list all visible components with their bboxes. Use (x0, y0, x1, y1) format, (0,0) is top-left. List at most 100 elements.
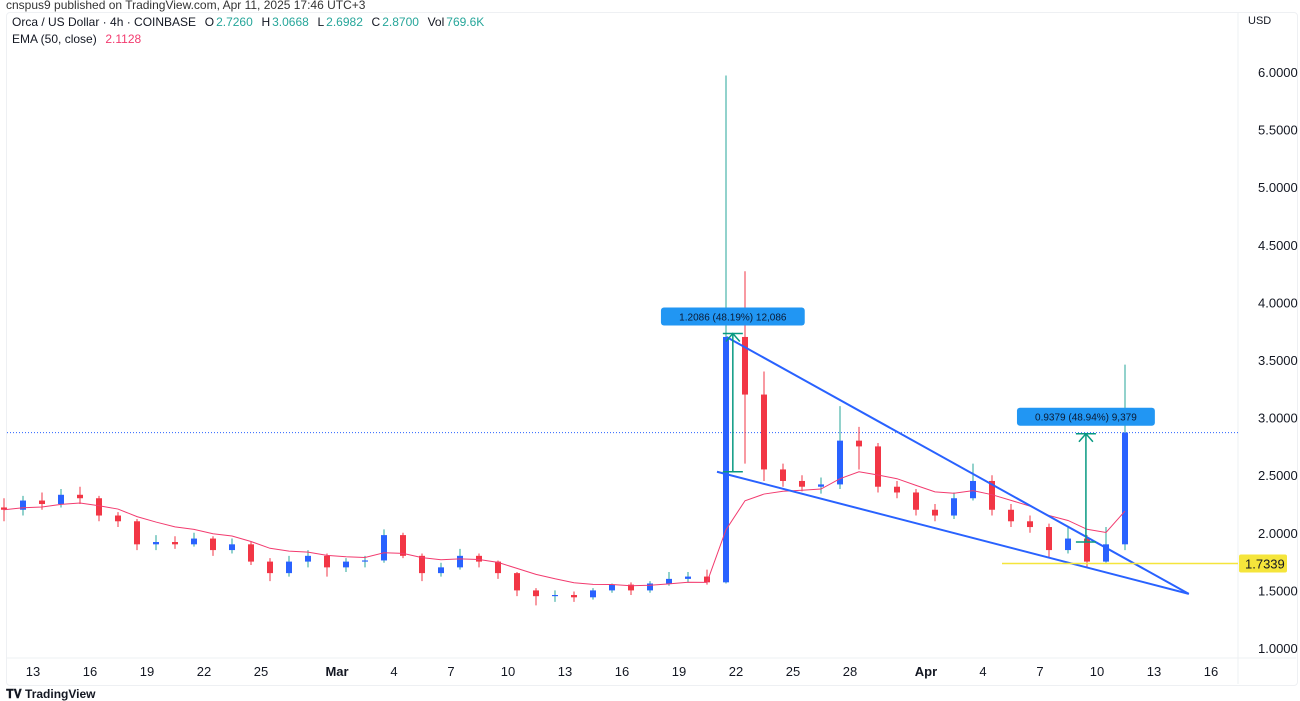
y-tick-label: 5.0000 (1258, 180, 1298, 195)
x-tick-label: 13 (558, 664, 572, 679)
candle-body (1103, 544, 1109, 562)
candle-body (457, 555, 463, 568)
high-label: H (261, 15, 271, 29)
open-value: 2.7260 (216, 15, 253, 29)
y-tick-label: 3.5000 (1258, 353, 1298, 368)
candle-body (191, 538, 197, 545)
candle-body (77, 494, 83, 499)
candle-body (609, 584, 615, 591)
candle-body (799, 480, 805, 487)
x-tick-label: 13 (26, 664, 40, 679)
candle-body (780, 469, 786, 481)
candle-body (723, 336, 729, 583)
candle-body (533, 590, 539, 597)
ema-line (3, 471, 1126, 587)
x-tick-label: 25 (786, 664, 800, 679)
currency-label[interactable]: USD (1248, 15, 1272, 27)
candle-body (1122, 432, 1128, 545)
x-tick-label: 22 (729, 664, 743, 679)
x-tick-label: 4 (390, 664, 397, 679)
low-value: 2.6982 (326, 15, 363, 29)
high-value: 3.0668 (272, 15, 309, 29)
x-tick-label: 16 (615, 664, 629, 679)
measure-label: 0.9379 (48.94%) 9,379 (1035, 413, 1137, 424)
x-tick-label: 4 (979, 664, 986, 679)
candle-body (514, 573, 520, 591)
candle-body (913, 492, 919, 510)
measure-label-box (660, 307, 805, 326)
candle-body (742, 336, 748, 395)
x-tick-label: 7 (1036, 664, 1043, 679)
y-tick-label: 3.0000 (1258, 411, 1298, 426)
measure-arrowhead-icon (725, 332, 741, 342)
brand-name: TradingView (25, 687, 96, 701)
candle-body (438, 567, 444, 574)
candle-body (324, 555, 330, 568)
y-tick-label: 4.5000 (1258, 238, 1298, 253)
candle-body (1084, 538, 1090, 562)
candle-body (248, 544, 254, 562)
symbol-title[interactable]: Orca / US Dollar · 4h · COINBASE (12, 15, 197, 29)
candle-body (1065, 538, 1071, 551)
volume-label: Vol (427, 15, 445, 29)
x-tick-label: 16 (1204, 664, 1218, 679)
candle-body (381, 535, 387, 561)
candle-body (875, 446, 881, 487)
y-tick-label: 6.0000 (1258, 65, 1298, 80)
x-tick-label: 25 (254, 664, 268, 679)
candle-body (476, 555, 482, 562)
chart-legend: Orca / US Dollar · 4h · COINBASE O 2.7260… (12, 14, 486, 48)
candle-body (210, 538, 216, 551)
candle-body (951, 498, 957, 516)
candle-body (39, 500, 45, 504)
wedge-trendline-lower (716, 470, 1190, 595)
x-tick-label: 13 (1147, 664, 1161, 679)
candle-body (229, 544, 235, 551)
candle-body (552, 595, 558, 597)
x-tick-label: 10 (501, 664, 515, 679)
close-value: 2.8700 (382, 15, 419, 29)
published-caption: cnspus9 published on TradingView.com, Ap… (6, 0, 366, 12)
candle-body (647, 583, 653, 591)
y-tick-label: 2.5000 (1258, 468, 1298, 483)
candle-body (1008, 509, 1014, 522)
y-tick-label: 2.0000 (1258, 526, 1298, 541)
candle-body (343, 561, 349, 568)
open-label: O (204, 15, 215, 29)
x-tick-label: 28 (843, 664, 857, 679)
candle-body (571, 595, 577, 598)
candle-body (590, 590, 596, 598)
x-tick-label: 19 (140, 664, 154, 679)
tradingview-logo-icon: 𝐓𝐕 (6, 687, 22, 701)
candle-body (685, 576, 691, 579)
support-price-badge (1239, 554, 1287, 573)
measure-label: 1.2086 (48.19%) 12,086 (679, 313, 787, 324)
candle-body (362, 560, 368, 562)
measure-arrowhead-icon (1078, 432, 1094, 443)
x-tick-label: 16 (83, 664, 97, 679)
y-tick-label: 4.0000 (1258, 295, 1298, 310)
ema-label[interactable]: EMA (50, close) (12, 32, 97, 46)
candle-body (856, 440, 862, 447)
candle-body (1027, 521, 1033, 528)
candle-body (96, 498, 102, 516)
x-tick-label: 22 (197, 664, 211, 679)
candle-body (761, 394, 767, 470)
candle-body (134, 521, 140, 545)
support-price-label: 1.7339 (1245, 556, 1285, 571)
measure-label-box (1016, 407, 1155, 426)
candle-body (286, 561, 292, 574)
y-tick-label: 1.0000 (1258, 641, 1298, 656)
x-tick-label: Apr (915, 664, 937, 679)
candle-body (666, 578, 672, 584)
candle-body (400, 535, 406, 556)
candle-body (818, 484, 824, 487)
low-label: L (317, 15, 325, 29)
candle-body (628, 584, 634, 591)
x-tick-label: 7 (447, 664, 454, 679)
candle-body (989, 480, 995, 510)
volume-value: 769.6K (446, 15, 485, 29)
close-label: C (371, 15, 381, 29)
candle-body (837, 440, 843, 485)
